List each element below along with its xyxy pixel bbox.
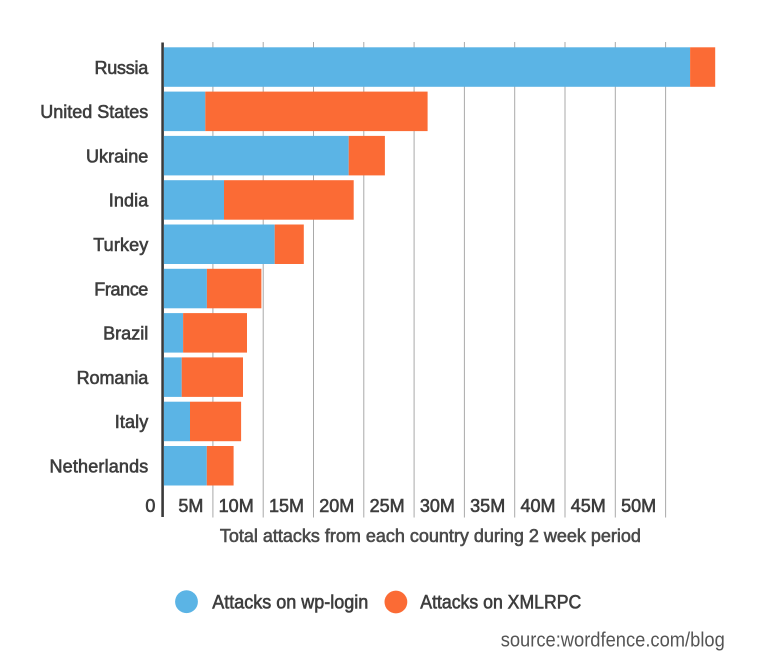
svg-text:Turkey: Turkey xyxy=(93,235,148,255)
svg-text:40M: 40M xyxy=(520,496,555,516)
svg-text:India: India xyxy=(109,191,150,211)
svg-text:Romania: Romania xyxy=(77,368,150,388)
svg-text:Attacks on wp-login: Attacks on wp-login xyxy=(212,592,368,613)
svg-text:Russia: Russia xyxy=(95,58,150,78)
svg-text:Netherlands: Netherlands xyxy=(50,457,149,477)
svg-text:25M: 25M xyxy=(370,496,405,516)
svg-text:45M: 45M xyxy=(571,496,606,516)
svg-text:Total attacks from each countr: Total attacks from each country during 2… xyxy=(220,526,641,546)
svg-text:United States: United States xyxy=(40,102,148,122)
svg-text:5M: 5M xyxy=(178,496,203,516)
svg-text:35M: 35M xyxy=(470,496,505,516)
svg-text:50M: 50M xyxy=(621,496,656,516)
svg-text:20M: 20M xyxy=(319,496,354,516)
svg-text:30M: 30M xyxy=(420,496,455,516)
svg-text:France: France xyxy=(94,279,148,299)
svg-text:15M: 15M xyxy=(269,496,304,516)
svg-text:10M: 10M xyxy=(219,496,254,516)
svg-text:source:wordfence.com/blog: source:wordfence.com/blog xyxy=(501,629,725,651)
svg-text:Italy: Italy xyxy=(115,412,149,432)
svg-text:Ukraine: Ukraine xyxy=(86,146,148,166)
svg-text:0: 0 xyxy=(145,496,155,516)
svg-text:Brazil: Brazil xyxy=(103,324,148,344)
svg-text:Attacks on XMLRPC: Attacks on XMLRPC xyxy=(420,592,581,613)
